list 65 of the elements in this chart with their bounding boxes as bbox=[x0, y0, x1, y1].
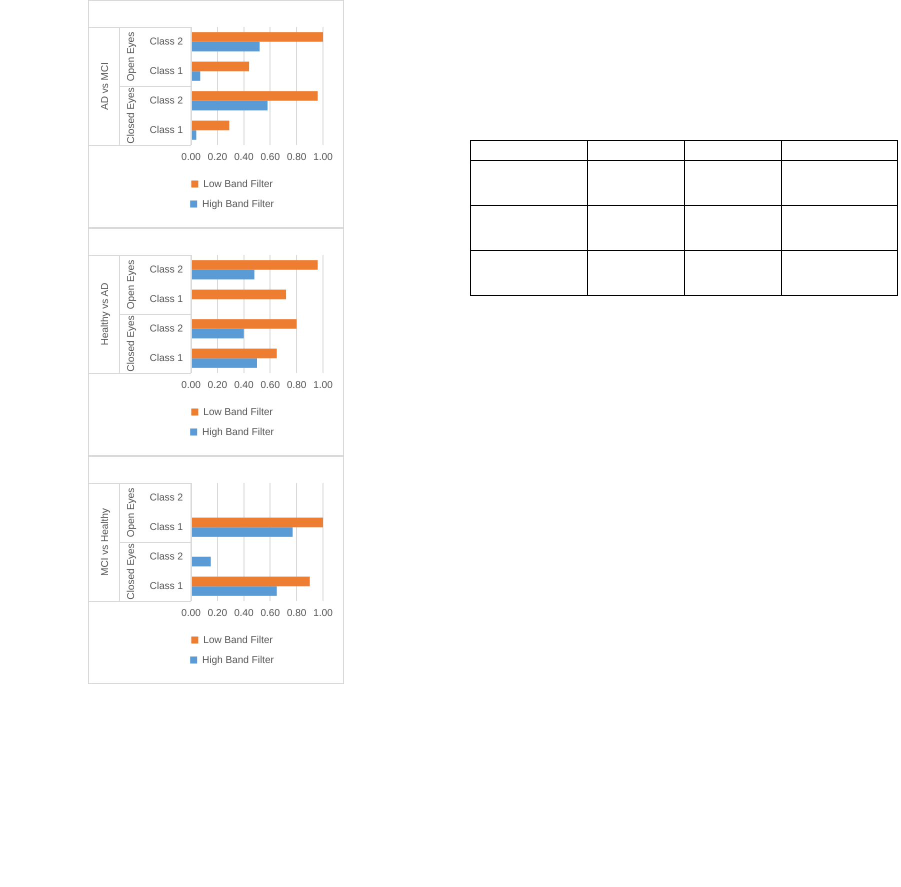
y-tick-label: Class 1 bbox=[150, 581, 184, 592]
y-axis-title: MCI vs Healthy bbox=[100, 508, 111, 576]
text: Open Eyes bbox=[126, 32, 137, 82]
legend-label: Low Band Filter bbox=[203, 634, 274, 646]
bar bbox=[192, 586, 277, 596]
bar bbox=[192, 71, 200, 81]
bar bbox=[192, 328, 244, 338]
x-tick-label: 0.40 bbox=[234, 152, 254, 163]
bar bbox=[192, 527, 293, 537]
x-tick-label: 0.00 bbox=[181, 608, 202, 619]
bar bbox=[192, 556, 211, 566]
y-axis-title: AD vs MCI bbox=[100, 62, 111, 110]
bar bbox=[192, 290, 286, 300]
y-tick-label: Class 1 bbox=[150, 522, 184, 533]
bar bbox=[192, 358, 257, 368]
x-tick-label: 0.20 bbox=[208, 608, 228, 619]
legend-label: High Band Filter bbox=[202, 198, 275, 210]
x-tick-label: 0.80 bbox=[286, 152, 307, 163]
text: Open Eyes bbox=[126, 488, 137, 538]
bar bbox=[192, 120, 230, 130]
legend-label: Low Band Filter bbox=[203, 178, 274, 190]
x-tick-label: 0.60 bbox=[260, 380, 280, 391]
x-tick-label: 0.60 bbox=[260, 608, 280, 619]
bar bbox=[192, 62, 250, 72]
bar bbox=[192, 42, 260, 52]
x-tick-label: 0.00 bbox=[181, 152, 202, 163]
text: Open Eyes bbox=[126, 260, 137, 310]
bar bbox=[192, 91, 318, 101]
bar bbox=[192, 576, 310, 586]
x-tick-label: 0.40 bbox=[234, 380, 254, 391]
legend-label: High Band Filter bbox=[202, 654, 275, 666]
y-tick-label: Class 2 bbox=[150, 36, 184, 48]
bar bbox=[192, 130, 196, 140]
y-tick-label: Class 2 bbox=[150, 96, 184, 106]
text: Closed Eyes bbox=[126, 543, 137, 600]
x-tick-label: 0.80 bbox=[286, 608, 307, 619]
bar bbox=[192, 260, 318, 270]
x-tick-label: 0.40 bbox=[234, 608, 254, 619]
y-tick-label: Class 2 bbox=[150, 264, 184, 276]
x-tick-label: 0.20 bbox=[208, 380, 228, 391]
x-tick-label: 0.20 bbox=[208, 152, 228, 163]
x-tick-label: 0.60 bbox=[260, 152, 280, 163]
bar bbox=[192, 32, 323, 42]
y-tick-label: Class 1 bbox=[150, 353, 184, 364]
bar bbox=[192, 348, 277, 358]
y-tick-label: Class 2 bbox=[150, 324, 184, 334]
y-tick-label: Class 1 bbox=[150, 125, 184, 136]
x-tick-label: 0.00 bbox=[181, 380, 202, 391]
legend-label: High Band Filter bbox=[202, 426, 275, 438]
y-tick-label: Class 1 bbox=[150, 66, 184, 77]
text: Closed Eyes bbox=[126, 315, 137, 372]
bar bbox=[192, 270, 254, 280]
bar bbox=[192, 100, 268, 110]
legend-label: Low Band Filter bbox=[203, 406, 274, 418]
x-tick-label: 1.00 bbox=[313, 152, 334, 163]
x-tick-label: 1.00 bbox=[313, 608, 334, 619]
y-axis-title: Healthy vs AD bbox=[100, 282, 111, 346]
x-tick-label: 1.00 bbox=[313, 380, 334, 391]
bar bbox=[192, 319, 297, 329]
text: Closed Eyes bbox=[126, 87, 137, 144]
bar bbox=[192, 518, 323, 528]
y-tick-label: Class 2 bbox=[150, 492, 184, 504]
y-tick-label: Class 1 bbox=[150, 294, 184, 305]
y-tick-label: Class 2 bbox=[150, 552, 184, 562]
x-tick-label: 0.80 bbox=[286, 380, 307, 391]
